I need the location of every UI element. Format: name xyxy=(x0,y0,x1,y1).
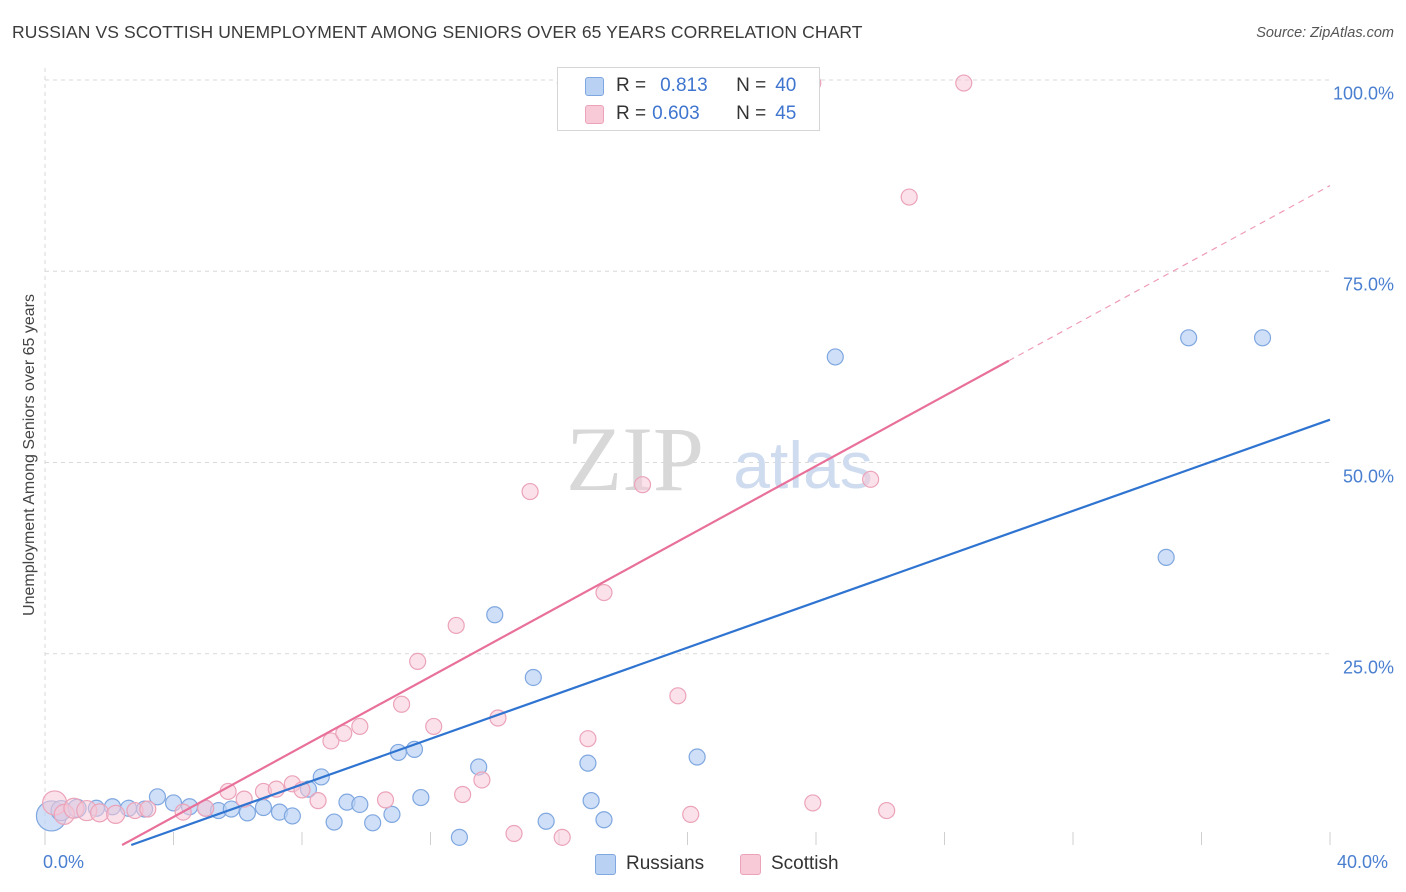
scottish-point xyxy=(473,771,491,789)
legend-n-label: N = xyxy=(736,103,767,124)
legend-r-label: R = xyxy=(616,75,647,96)
russians-point xyxy=(1157,548,1175,566)
scottish-trendline xyxy=(121,359,1010,846)
russians-point xyxy=(364,814,382,832)
scottish-point xyxy=(335,724,353,742)
scottish-point xyxy=(669,687,687,705)
russians-point xyxy=(148,788,167,806)
scottish-point xyxy=(521,482,539,501)
legend-row-russians: R = 0.813 N = 40 xyxy=(558,73,796,99)
scottish-legend-swatch xyxy=(740,853,761,875)
russians-point xyxy=(450,828,469,846)
legend-n-value-russians: 40 xyxy=(775,75,797,96)
scottish-point xyxy=(804,794,822,812)
scottish-point xyxy=(447,616,465,635)
scottish-point xyxy=(90,803,110,823)
legend-item-russians[interactable]: Russians xyxy=(595,851,704,877)
scottish-point xyxy=(595,583,613,602)
scottish-point xyxy=(392,695,411,713)
scottish-point xyxy=(862,470,880,488)
scottish-point xyxy=(425,717,443,736)
scottish-point xyxy=(682,805,700,824)
russians-point xyxy=(486,606,504,624)
russians-point xyxy=(688,748,706,766)
legend-n-value-scottish: 45 xyxy=(775,103,797,124)
russians-swatch xyxy=(585,76,604,96)
legend-r-value-scottish: 0.603 xyxy=(652,103,700,124)
russians-point xyxy=(325,813,343,831)
legend-label-scottish: Scottish xyxy=(771,853,839,874)
russians-point xyxy=(524,668,542,687)
scottish-point xyxy=(878,801,896,820)
x-tick-label-min: 0.0% xyxy=(43,852,85,872)
russians-point xyxy=(412,788,430,807)
legend-label-russians: Russians xyxy=(626,853,705,874)
points-layer xyxy=(35,74,1272,846)
trend-layer xyxy=(121,185,1331,847)
y-tick-label: 50.0% xyxy=(1342,466,1394,486)
russians-point xyxy=(579,754,597,772)
scottish-point xyxy=(505,824,523,843)
legend-item-scottish[interactable]: Scottish xyxy=(740,851,839,877)
scottish-point xyxy=(139,800,157,818)
russians-point xyxy=(595,811,613,829)
watermark-atlas: atlas xyxy=(733,428,872,502)
y-axis-label: Unemployment Among Seniors over 65 years xyxy=(21,294,38,616)
x-tick-label-max: 40.0% xyxy=(1337,852,1389,872)
scottish-point xyxy=(955,74,973,92)
y-tick-label: 75.0% xyxy=(1342,274,1394,295)
scottish-point xyxy=(351,717,369,736)
scottish-point xyxy=(454,785,472,804)
legend-r-value-russians: 0.813 xyxy=(660,75,708,96)
legend-r-label: R = xyxy=(616,103,647,124)
scottish-point xyxy=(376,791,395,809)
russians-legend-swatch xyxy=(595,853,616,875)
chart-title: RUSSIAN VS SCOTTISH UNEMPLOYMENT AMONG S… xyxy=(12,22,863,42)
russians-point xyxy=(351,795,369,814)
russians-point xyxy=(1253,329,1272,347)
russians-point xyxy=(826,348,844,366)
scottish-point xyxy=(106,804,126,825)
russians-point xyxy=(283,807,301,825)
legend-row-scottish: R = 0.603 N = 45 xyxy=(558,101,796,127)
scottish-point xyxy=(900,188,918,206)
scottish-point xyxy=(553,828,571,846)
scottish-trendline-extension xyxy=(1008,185,1331,362)
russians-point xyxy=(383,805,401,824)
scottish-point xyxy=(579,730,597,748)
watermark: ZIP atlas xyxy=(566,408,873,510)
scottish-point xyxy=(409,652,427,671)
y-tick-label: 100.0% xyxy=(1332,83,1394,104)
russians-point xyxy=(254,798,273,817)
legend-n-label: N = xyxy=(736,75,767,96)
scottish-point xyxy=(322,732,340,750)
watermark-zip: ZIP xyxy=(566,408,704,510)
scottish-swatch xyxy=(585,104,604,124)
russians-point xyxy=(537,812,555,830)
scottish-point xyxy=(633,476,652,494)
source-label: Source: ZipAtlas.com xyxy=(1256,25,1394,41)
scottish-point xyxy=(309,792,327,810)
y-tick-label: 25.0% xyxy=(1342,657,1394,678)
russians-point xyxy=(1180,329,1198,347)
russians-point xyxy=(582,792,600,810)
correlation-legend: R = 0.813 N = 40 R = 0.603 N = 45 xyxy=(557,67,820,131)
russians-trendline xyxy=(130,418,1331,847)
